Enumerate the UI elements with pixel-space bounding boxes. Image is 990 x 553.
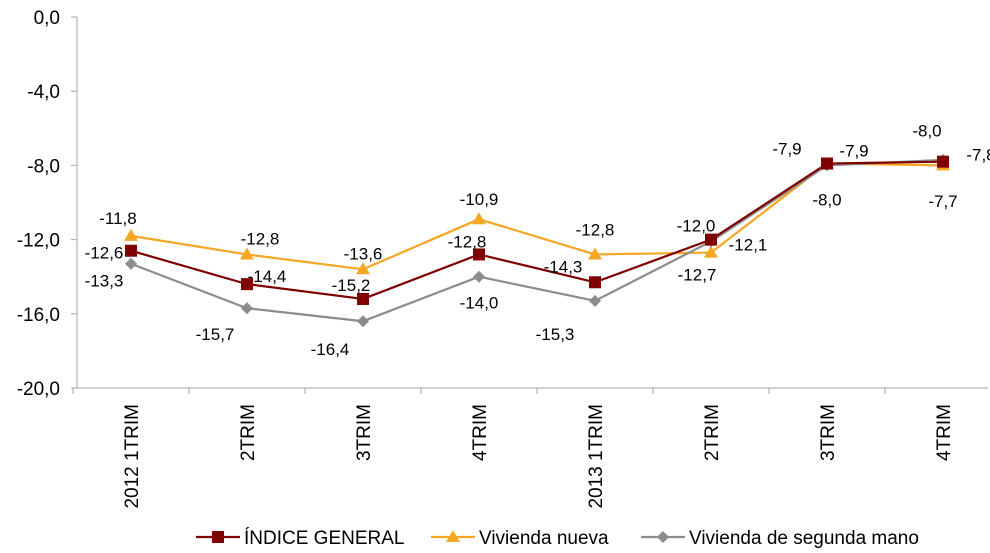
data-label: -7,7 [928,192,957,211]
legend-item: Vivienda nueva [431,528,609,549]
series-line [130,162,944,271]
data-label: -12,0 [677,217,716,236]
square-marker [821,157,833,170]
data-label: -13,3 [85,272,124,291]
data-label: -16,4 [311,340,350,359]
diamond-marker [241,302,253,315]
square-marker [589,276,601,289]
series-lines [130,158,944,323]
data-label: -7,8 [966,146,990,165]
data-label: -10,9 [460,190,499,209]
data-label: -8,0 [912,121,941,140]
data-label: -12,1 [729,235,768,254]
y-tick-label: -20,0 [17,379,60,400]
x-tick-label: 3TRIM [354,404,375,461]
data-label: -15,3 [536,325,575,344]
x-tick-label: 2TRIM [702,404,723,461]
square-marker [705,233,717,246]
square-marker [125,244,137,257]
triangle-marker [704,245,718,258]
data-label: -12,8 [576,220,615,239]
data-label: -14,3 [544,257,583,276]
y-tick-label: 0,0 [34,8,60,29]
data-label: -12,8 [241,229,280,248]
legend-label: Vivienda nueva [479,528,609,549]
legend-label: ÍNDICE GENERAL [244,528,404,549]
data-label: -12,6 [85,244,124,263]
legend-item: Vivienda de segunda mano [641,528,919,549]
series-line [130,158,944,323]
x-tick-label: 4TRIM [934,404,955,461]
y-tick-label: -4,0 [27,82,60,103]
square-marker [937,155,949,168]
square-marker [241,278,253,291]
diamond-marker [657,531,669,543]
y-tick-label: -16,0 [17,305,60,326]
x-tick-label: 2013 1TRIM [586,404,607,509]
square-marker [357,292,369,305]
triangle-marker [124,228,138,241]
data-label: -12,7 [678,266,717,285]
triangle-marker [472,212,486,225]
diamond-marker [589,294,601,307]
triangle-marker [446,530,460,542]
legend: ÍNDICE GENERAL Vivienda nueva Vivienda de … [196,528,919,549]
data-label: -15,2 [332,276,371,295]
triangle-marker [240,247,254,260]
square-marker [473,248,485,261]
data-label: -7,9 [772,140,801,159]
legend-item: ÍNDICE GENERAL [196,528,404,549]
data-label: -8,0 [812,190,841,209]
data-label: -7,9 [839,142,868,161]
y-tick-label: -12,0 [17,231,60,252]
data-label: -11,8 [99,209,137,228]
series-markers [124,153,950,328]
legend-label: Vivienda de segunda mano [689,528,919,549]
series-line [130,160,944,301]
square-marker [212,531,224,543]
diamond-marker [125,257,137,270]
data-label: -14,4 [248,267,287,286]
data-label: -15,7 [196,325,235,344]
x-tick-label: 2012 1TRIM [122,404,143,509]
diamond-marker [357,315,369,328]
data-label: -12,8 [448,232,487,251]
axes: 0,0 -4,0 -8,0 -12,0 -16,0 -20,0 2012 1TRIM 2TRI… [17,8,988,509]
x-tick-label: 3TRIM [818,404,839,461]
diamond-marker [473,270,485,283]
y-tick-label: -8,0 [27,156,60,177]
x-tick-label: 4TRIM [470,404,491,461]
data-label: -14,0 [460,294,499,313]
data-labels: -12,6 -14,4 -15,2 -12,8 -14,3 -12,0 -7,9 -7,8 -1… [85,121,990,359]
triangle-marker [588,247,602,260]
x-tick-label: 2TRIM [238,404,259,461]
data-label: -13,6 [344,244,383,263]
triangle-marker [356,262,370,275]
